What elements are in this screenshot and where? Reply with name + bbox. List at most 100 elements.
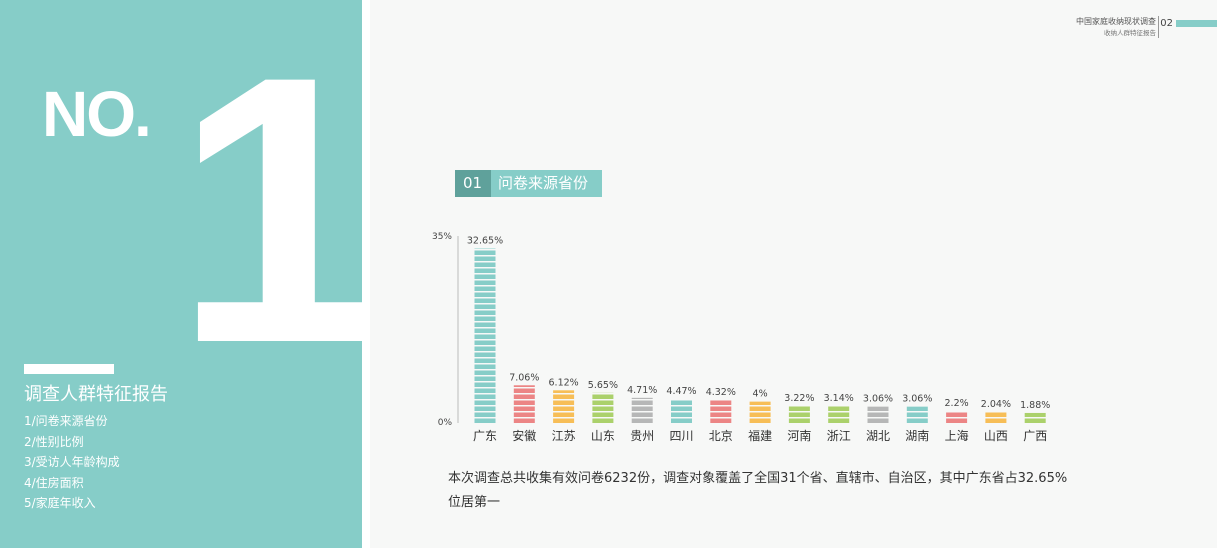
bar-segment <box>906 418 928 423</box>
bar-segment <box>671 406 692 411</box>
no-label: NO. <box>42 78 152 150</box>
toc-item[interactable]: 1/问卷来源省份 <box>24 414 108 428</box>
bar-segment <box>592 400 614 405</box>
data-label: 2.04% <box>981 399 1011 410</box>
bar <box>1024 412 1046 423</box>
bar <box>867 406 889 423</box>
toc-item[interactable]: 2/性别比例 <box>24 434 84 449</box>
data-label: 6.12% <box>549 377 579 388</box>
category-label: 山东 <box>591 429 615 443</box>
bar <box>946 412 968 423</box>
bar-segment <box>1024 418 1046 423</box>
bar-segment <box>553 406 575 411</box>
right-panel: 中国家庭收纳现状调查 收纳人群特征报告 02 01 问卷来源省份 35% 0% 3… <box>370 0 1217 548</box>
bar-segment <box>749 406 771 411</box>
data-label: 4.32% <box>706 387 736 398</box>
category-label: 湖北 <box>866 428 890 443</box>
bar-segment <box>474 304 496 309</box>
chart-tag-label: 问卷来源省份 <box>491 170 603 197</box>
bar <box>513 385 535 423</box>
category-label: 江苏 <box>552 429 576 443</box>
bar-segment <box>474 388 496 393</box>
big-chapter-number: 1 <box>174 0 385 422</box>
bar-segment <box>788 418 810 423</box>
bar-segment <box>749 412 771 417</box>
bar-segment <box>631 406 653 411</box>
bar-segment <box>474 358 496 363</box>
category-label: 安徽 <box>512 428 536 443</box>
bar-segment <box>985 418 1007 423</box>
category-label: 山西 <box>984 429 1008 443</box>
bar-segment <box>474 262 496 267</box>
bar-segment <box>474 346 496 351</box>
data-label: 3.22% <box>784 393 814 404</box>
bar-segment <box>553 394 575 399</box>
bar-segment <box>474 316 496 321</box>
bar-segment <box>828 418 850 423</box>
bar-segment <box>474 334 496 339</box>
data-label: 4% <box>753 389 768 400</box>
bar-segment <box>867 418 889 423</box>
data-label: 1.88% <box>1020 400 1050 411</box>
toc-item[interactable]: 3/受访人年龄构成 <box>24 455 120 469</box>
bar <box>828 406 850 423</box>
bar-segment <box>513 385 535 387</box>
bar <box>474 248 496 423</box>
bar-segment <box>671 400 692 405</box>
data-label: 3.14% <box>824 393 854 404</box>
bar-segment <box>474 250 496 255</box>
bar-segment <box>867 412 889 417</box>
category-label: 上海 <box>945 428 969 443</box>
category-label: 北京 <box>709 429 733 443</box>
bar-segment <box>592 418 614 423</box>
bar-segment <box>946 412 968 417</box>
bar-segment <box>513 406 535 411</box>
bar-segment <box>513 388 535 393</box>
bar-segment <box>631 400 653 405</box>
category-label: 浙江 <box>827 429 851 443</box>
bar-segment <box>906 412 928 417</box>
summary-text: 本次调查总共收集有效问卷6232份，调查对象覆盖了全国31个省、直辖市、自治区，… <box>448 471 1068 510</box>
bar-segment <box>474 370 496 375</box>
bar-segment <box>474 286 496 291</box>
data-label: 2.2% <box>945 398 969 409</box>
bar-segment <box>474 274 496 279</box>
category-label: 广东 <box>473 429 497 443</box>
header-accent-bar <box>1176 20 1217 27</box>
bar-segment <box>553 418 575 423</box>
bar-segment <box>710 400 732 405</box>
category-label: 广西 <box>1023 429 1047 443</box>
toc-item[interactable]: 5/家庭年收入 <box>24 496 96 510</box>
bar-segment <box>474 406 496 411</box>
bar-segment <box>788 412 810 417</box>
bar-segment <box>1024 412 1046 417</box>
toc-item[interactable]: 4/住房面积 <box>24 475 84 490</box>
province-bar-chart: 35% 0% 32.65% 广东 7.06% 安徽 6.12% 江苏 5.65% 山东 4.71%… <box>432 232 1050 443</box>
page-number: 02 <box>1160 18 1173 29</box>
bar-segment <box>749 401 771 405</box>
bar-segment <box>553 400 575 405</box>
bar-segment <box>474 340 496 345</box>
header-separator <box>1158 16 1159 38</box>
y-tick-label: 35% <box>432 232 452 242</box>
bar-segment <box>671 412 692 417</box>
bar <box>592 392 614 423</box>
bar-segment <box>553 390 575 393</box>
bar <box>985 412 1007 423</box>
bar-segment <box>474 322 496 327</box>
bar-segment <box>474 352 496 357</box>
bar-segment <box>788 406 810 411</box>
data-label: 7.06% <box>509 372 539 383</box>
data-label: 5.65% <box>588 380 618 391</box>
bar-segment <box>592 412 614 417</box>
bar-segment <box>474 412 496 417</box>
data-label: 4.71% <box>627 385 657 396</box>
header-title: 中国家庭收纳现状调查 <box>1076 17 1156 26</box>
bar-segment <box>513 418 535 423</box>
category-label: 福建 <box>748 428 772 443</box>
bar <box>788 406 810 423</box>
bar <box>710 400 732 423</box>
header-subtitle: 收纳人群特征报告 <box>1104 29 1156 37</box>
bar-segment <box>474 328 496 333</box>
bar-segment <box>592 394 614 399</box>
